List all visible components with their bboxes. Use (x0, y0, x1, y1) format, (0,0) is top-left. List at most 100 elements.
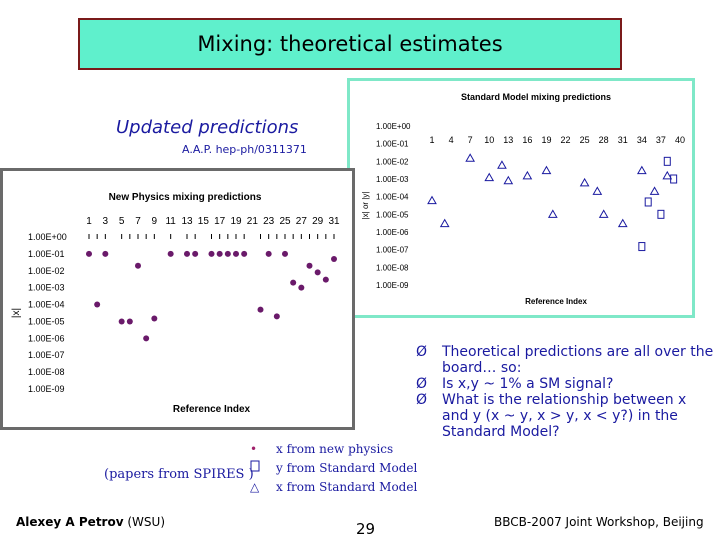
y-tick-label: 1.00E-07 (376, 246, 409, 255)
x-tick-label: 17 (214, 216, 226, 227)
x-axis-label: Reference Index (525, 297, 587, 306)
author-affiliation: (WSU) (127, 515, 166, 529)
y-axis-label: |x| or |y| (361, 192, 370, 220)
legend-item-sm-x: △ x from Standard Model (250, 478, 417, 497)
x-tick-label: 40 (675, 135, 685, 145)
chart-title: Standard Model mixing predictions (461, 92, 611, 102)
np-data-point (273, 313, 280, 320)
x-tick-label: 21 (247, 216, 259, 227)
x-tick-label: 5 (119, 216, 125, 227)
y-axis-label: |x| (11, 308, 22, 318)
sm-chart-frame: Standard Model mixing predictions 1.00E+0… (347, 78, 695, 318)
y-tick-label: 1.00E-07 (28, 350, 65, 360)
np-data-point (143, 335, 150, 342)
np-data-point (126, 318, 133, 325)
sm-x-data-point (484, 172, 495, 182)
sm-x-data-point (427, 195, 437, 205)
sm-y-data-point (657, 209, 665, 219)
sm-x-data-point (617, 218, 628, 228)
np-data-point (298, 284, 305, 291)
x-tick-label: 11 (165, 216, 176, 227)
y-tick-label: 1.00E-03 (28, 283, 65, 293)
x-tick-label: 1 (429, 135, 434, 145)
dot-icon: • (250, 442, 258, 456)
papers-note: (papers from SPIRES ) (104, 467, 254, 482)
bullet-arrow-icon: Ø (416, 376, 428, 392)
legend-item-sm-y: y from Standard Model (250, 459, 417, 478)
sm-x-data-point (547, 209, 558, 218)
y-tick-label: 1.00E-01 (28, 249, 65, 259)
legend-label: x from Standard Model (276, 480, 418, 494)
y-tick-label: 1.00E-04 (28, 300, 65, 310)
y-tick-label: 1.00E-08 (376, 263, 409, 272)
y-tick-label: 1.00E-06 (28, 333, 65, 343)
x-tick-label: 7 (135, 216, 141, 227)
y-tick-label: 1.00E-09 (28, 384, 65, 394)
sm-y-data-point (670, 174, 678, 184)
sm-x-data-point (579, 177, 590, 187)
slide-title: Mixing: theoretical estimates (78, 18, 622, 70)
x-tick-label: 31 (328, 216, 340, 227)
x-tick-label: 28 (599, 135, 609, 145)
x-tick-label: 25 (580, 135, 590, 145)
subtitle: Updated predictions (116, 117, 299, 138)
bullet-text: What is the relationship between x and y… (442, 392, 687, 440)
x-tick-label: 22 (561, 135, 571, 145)
np-data-point (257, 306, 264, 313)
square-icon (250, 459, 276, 478)
bullet-arrow-icon: Ø (416, 344, 428, 360)
x-tick-label: 4 (449, 135, 454, 145)
x-tick-label: 27 (296, 216, 308, 227)
sm-x-data-point (465, 153, 476, 162)
x-tick-label: 10 (484, 135, 494, 145)
sm-y-data-point (638, 242, 646, 252)
np-data-point (118, 318, 125, 325)
y-tick-label: 1.00E-05 (28, 316, 65, 326)
np-data-point (151, 315, 158, 322)
np-data-point (86, 250, 92, 257)
sm-x-data-point (662, 170, 673, 180)
bullet-text: Is x,y ~ 1% a SM signal? (442, 376, 614, 392)
np-data-point (184, 250, 190, 257)
y-tick-label: 1.00E-09 (376, 281, 409, 290)
np-chart-frame: New Physics mixing predictions 1.00E+00 1.… (0, 168, 355, 430)
np-data-point (233, 250, 239, 257)
np-data-point (265, 250, 272, 257)
np-data-point (306, 262, 313, 269)
y-tick-label: 1.00E-01 (376, 140, 409, 149)
np-data-point (322, 276, 329, 283)
sm-x-data-point (541, 165, 552, 175)
sm-x-data-point (592, 186, 603, 195)
x-tick-label: 13 (181, 216, 193, 227)
np-data-point (241, 250, 248, 257)
legend-label: y from Standard Model (276, 461, 418, 475)
x-tick-label: 9 (152, 216, 158, 227)
y-tick-label: 1.00E-08 (28, 367, 65, 377)
y-tick-label: 1.00E-06 (376, 228, 409, 237)
sm-x-data-point (649, 186, 660, 195)
np-data-point (314, 269, 321, 276)
author-name: Alexey A Petrov (16, 515, 124, 529)
np-chart: New Physics mixing predictions 1.00E+00 1.… (11, 192, 340, 415)
x-tick-label: 15 (198, 216, 210, 227)
sm-chart: Standard Model mixing predictions 1.00E+0… (361, 92, 685, 306)
y-tick-label: 1.00E-02 (28, 266, 65, 276)
x-tick-label: 31 (618, 135, 628, 145)
footer-author: Alexey A Petrov (WSU) (16, 515, 165, 529)
np-data-point (102, 250, 109, 257)
x-tick-label: 29 (312, 216, 324, 227)
chart-title: New Physics mixing predictions (109, 192, 262, 203)
x-tick-label: 34 (637, 135, 647, 145)
sm-x-data-point (439, 218, 450, 228)
sm-x-data-point (522, 170, 533, 180)
x-tick-label: 37 (656, 135, 666, 145)
legend: • x from new physics y from Standard Mod… (250, 440, 417, 497)
x-tick-label: 13 (503, 135, 513, 145)
np-data-point (282, 250, 288, 257)
x-tick-label: 23 (263, 216, 275, 227)
bullet-item: Ø Is x,y ~ 1% a SM signal? (416, 376, 716, 392)
citation: A.A.P. hep-ph/0311371 (182, 143, 307, 156)
y-tick-label: 1.00E-03 (376, 175, 409, 184)
np-data-point (208, 250, 215, 257)
sm-x-data-point (598, 209, 609, 218)
